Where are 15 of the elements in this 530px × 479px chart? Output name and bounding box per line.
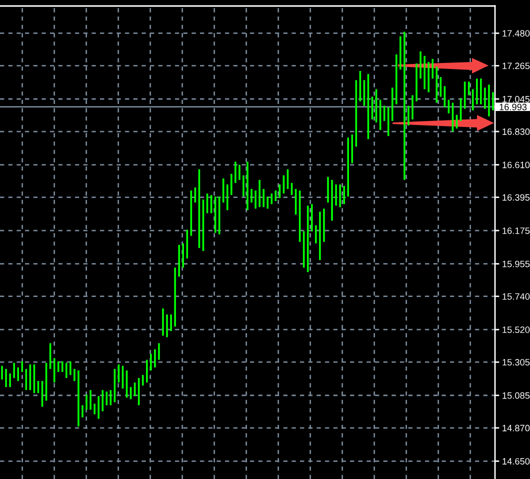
- y-tick-label: 14.650: [502, 458, 530, 465]
- y-tick-label: 16.830: [502, 128, 530, 135]
- y-tick-label: 17.045: [502, 96, 530, 102]
- y-tick-label: 16.175: [502, 227, 530, 234]
- y-tick-label: 15.740: [502, 293, 530, 300]
- y-tick-label: 17.480: [502, 30, 530, 37]
- y-tick-label: 16.395: [502, 194, 530, 201]
- ref-line-label: 16.993: [500, 104, 527, 110]
- y-tick-label: 14.870: [502, 424, 530, 432]
- y-tick-label: 15.520: [502, 326, 530, 334]
- y-tick-label: 15.085: [502, 392, 530, 399]
- y-tick-label: 17.265: [502, 62, 530, 70]
- y-tick-label: 15.955: [502, 260, 530, 268]
- y-tick-label: 16.610: [502, 162, 530, 168]
- y-tick-label: 15.305: [502, 359, 530, 366]
